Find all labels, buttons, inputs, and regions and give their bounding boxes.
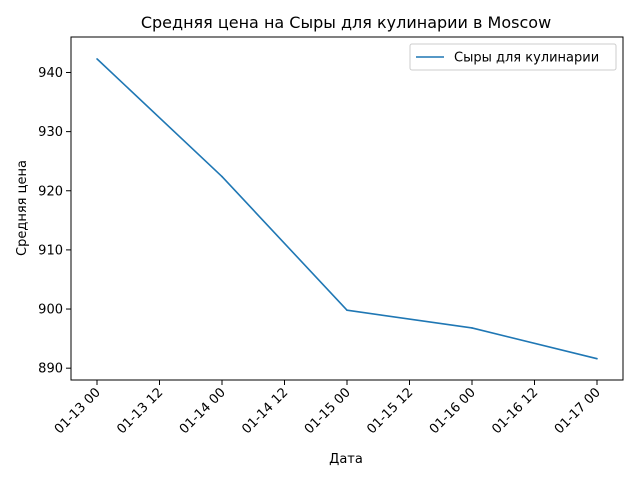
data-point [96,58,98,60]
y-tick-label: 890 [38,362,63,377]
series-line [96,58,598,360]
x-tick-label: 01-16 00 [427,385,479,437]
y-tick-label: 900 [38,303,63,318]
x-tick-label: 01-13 12 [114,385,166,437]
x-tick-label: 01-17 00 [552,385,604,437]
chart-title: Средняя цена на Сыры для кулинарии в Mos… [141,13,551,32]
y-tick-label: 920 [38,184,63,199]
plot-area [70,36,624,381]
x-tick-label: 01-15 00 [302,385,354,437]
x-axis: 01-13 00 01-13 12 01-14 00 01-14 12 01-15 00… [52,380,604,437]
y-axis: 890 900 910 920 930 940 [38,66,71,377]
x-axis-label: Дата [329,452,363,467]
x-tick-label: 01-14 00 [177,385,229,437]
x-tick-label: 01-16 12 [489,385,541,437]
x-tick-label: 01-15 12 [364,385,416,437]
series-group [96,58,598,360]
y-tick-label: 930 [38,125,63,140]
x-tick-label: 01-13 00 [52,385,104,437]
y-tick-label: 940 [38,66,63,81]
legend-box [409,43,617,71]
legend: Сыры для кулинарии [409,43,617,71]
data-point [596,357,598,360]
x-tick-label: 01-14 12 [239,385,291,437]
data-point [471,327,473,329]
y-axis-label: Средняя цена [15,160,30,256]
data-point [346,309,348,312]
legend-label: Сыры для кулинарии [454,51,599,66]
y-tick-label: 910 [38,243,63,258]
data-point [221,175,223,178]
